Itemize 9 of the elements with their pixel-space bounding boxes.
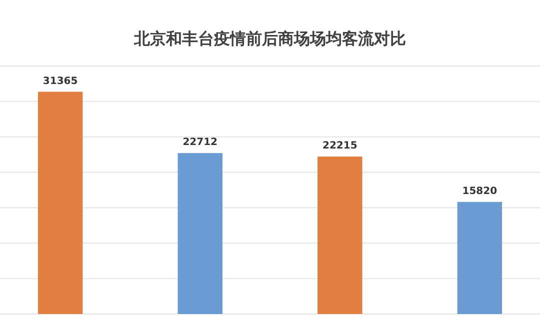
data-label: 22215 (322, 140, 358, 152)
data-label: 31365 (42, 76, 78, 87)
bar (178, 153, 222, 314)
data-label: 22712 (182, 137, 218, 148)
data-label: 15820 (462, 186, 498, 197)
bar (38, 92, 83, 314)
bar (318, 156, 362, 314)
chart-title: 北京和丰台疫情前后商场场均客流对比 (133, 29, 406, 48)
bar (457, 202, 502, 314)
